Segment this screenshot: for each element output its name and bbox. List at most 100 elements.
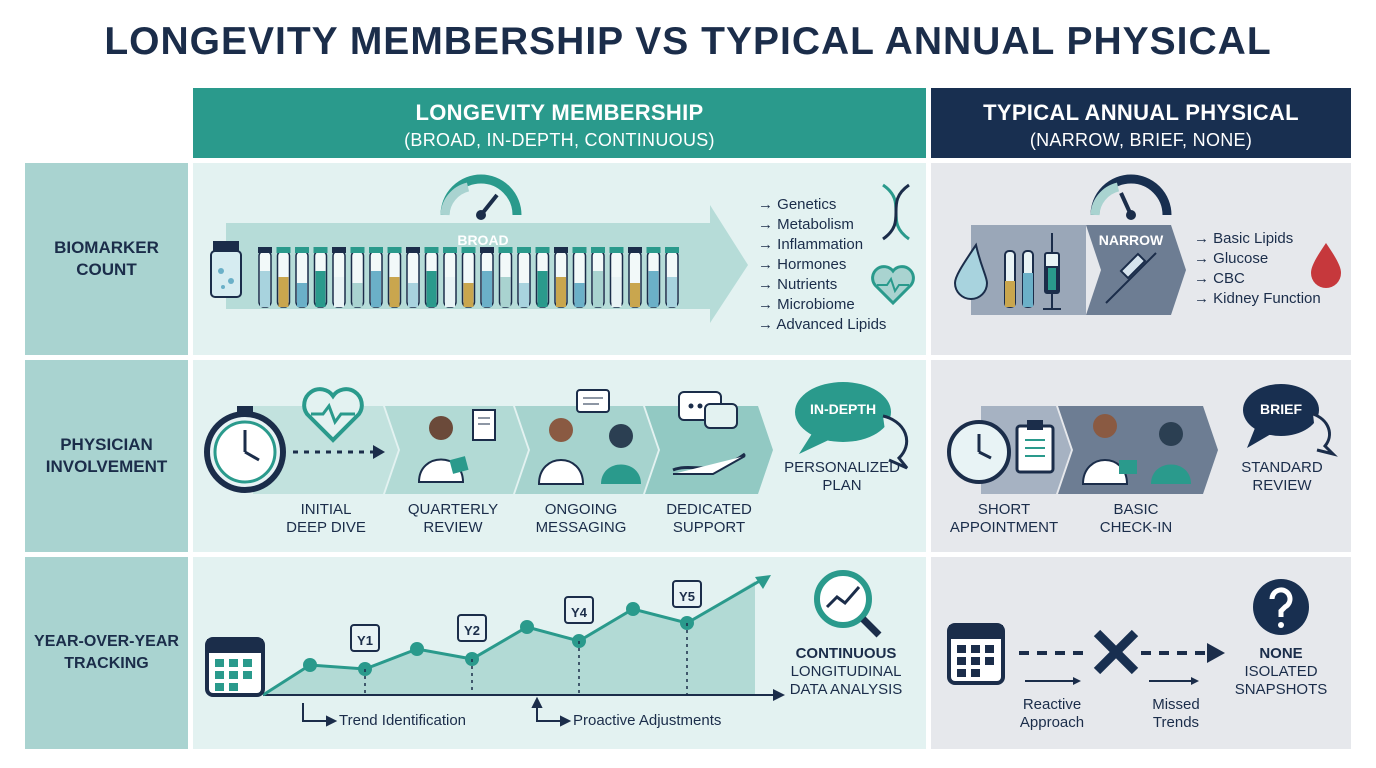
test-tube-icon [424,247,439,308]
syringe-icon [1043,233,1061,310]
test-tube-icon [480,247,494,308]
list-item: Glucose [1194,249,1321,269]
list-item: Inflammation [758,235,886,255]
physician-typical-graphic [947,384,1338,494]
test-tube-icon [517,247,531,308]
list-item: Kidney Function [1194,289,1321,309]
narrow-badge: NARROW [1098,232,1164,248]
test-tube-icon [498,247,513,308]
test-tube-icon [276,247,291,308]
test-tube-icon [406,247,420,308]
speech-bubble-icon [1243,384,1338,457]
column-subtitle: (NARROW, BRIEF, NONE) [1029,130,1253,150]
biomarker-list-longevity: Genetics Metabolism Inflammation Hormone… [758,195,886,335]
column-title: LONGEVITY MEMBERSHIP [415,100,704,125]
biomarker-list-typical: Basic Lipids Glucose CBC Kidney Function [1194,229,1321,309]
biomarker-typical-cell: NARROW Basic Lipids Glucose CBC Kidney F… [931,163,1351,355]
clock-icon [947,420,1011,484]
test-tube-icon [258,247,272,308]
column-title: TYPICAL ANNUAL PHYSICAL [983,100,1299,125]
in-depth-badge: IN-DEPTH [809,401,877,417]
list-item: Nutrients [758,275,886,295]
year-label: Y1 [357,633,373,648]
no-tracking-graphic [947,579,1309,685]
clipboard-icon [1015,420,1055,474]
test-tube-icon [646,247,661,308]
brief-badge: BRIEF [1260,401,1302,417]
speech-bubble-icon [795,382,909,470]
heart-icon [302,387,364,443]
list-item: Hormones [758,255,886,275]
step-label: DEDICATED SUPPORT [666,501,752,536]
list-item: Advanced Lipids [758,315,886,335]
test-tube-icon [591,247,605,308]
dna-icon [882,183,910,241]
test-tube-icon [295,247,309,308]
row-label-physician: PHYSICIAN INVOLVEMENT [25,360,188,552]
test-tube-icon [369,247,383,308]
doctor-patient-icon [537,389,641,485]
calendar-icon [205,637,265,697]
column-subtitle: (BROAD, IN-DEPTH, CONTINUOUS) [404,130,715,150]
chat-support-icon [672,391,746,475]
magnifier-trend-icon [814,570,882,638]
x-mark-icon [1093,629,1139,675]
standard-review-label: STANDARD REVIEW [1241,459,1323,494]
missed-note: Missed Trends [1152,696,1200,731]
trend-note: Trend Identification [339,712,467,729]
test-tube-icon [332,247,346,308]
column-header-typical: TYPICAL ANNUAL PHYSICAL (NARROW, BRIEF, … [931,88,1351,158]
row-label-biomarker: BIOMARKER COUNT [25,163,188,355]
physician-journey-graphic [204,382,909,494]
year-calendar-markers [350,580,702,652]
test-tube-icon [628,247,642,308]
list-item: Metabolism [758,215,886,235]
test-tube-icon [350,247,365,308]
tracking-typical-cell: Reactive Approach Missed Trends NONE ISO… [931,557,1351,749]
test-tube-icon [572,247,587,308]
test-tube-icon [443,247,457,308]
physician-longevity-cell: IN-DEPTH PERSONALIZED PLAN INITIAL DEEP … [193,360,926,552]
gauge-icon [1090,174,1172,220]
list-item: Microbiome [758,295,886,315]
step-label: QUARTERLY REVIEW [407,501,499,536]
tracking-longevity-cell: Y1 Y2 Y4 Y5 Trend Identification Proacti… [193,557,926,749]
page-title: LONGEVITY MEMBERSHIP VS TYPICAL ANNUAL P… [104,20,1272,63]
trend-note: Proactive Adjustments [573,712,722,729]
test-tube-icon [609,247,624,308]
year-label: Y5 [679,589,695,604]
step-label: SHORT APPOINTMENT [949,501,1059,536]
broad-badge: BROAD [457,232,509,248]
column-header-longevity: LONGEVITY MEMBERSHIP (BROAD, IN-DEPTH, C… [193,88,926,158]
biomarker-longevity-cell: BROAD Genetics Metabolism Inflammation H… [193,163,926,355]
doctor-icon [417,409,496,483]
step-label: BASIC CHECK-IN [1099,501,1173,536]
list-item: Basic Lipids [1194,229,1321,249]
sample-jar-icon [210,241,242,298]
step-label: INITIAL DEEP DIVE [286,501,366,536]
row-label-tracking: YEAR-OVER-YEAR TRACKING [25,557,188,749]
continuous-label: CONTINUOUS [795,645,897,662]
broad-arrow-graphic [210,174,915,323]
doctor-patient-icon [1081,414,1191,485]
syringe-icon [1105,252,1157,304]
reactive-note: Reactive Approach [1019,696,1085,731]
test-tube-icon [313,247,328,308]
test-tube-icon [665,247,679,308]
step-label: ONGOING MESSAGING [535,501,627,536]
year-label: Y4 [571,605,587,620]
gauge-icon [440,174,522,220]
list-item: Genetics [758,195,886,215]
test-tube-icon [535,247,550,308]
isolated-snapshots-label: ISOLATED SNAPSHOTS [1234,663,1328,698]
physician-typical-cell: BRIEF STANDARD REVIEW SHORT APPOINTMENT … [931,360,1351,552]
test-tubes-icon [1004,250,1034,308]
longitudinal-label: LONGITUDINAL DATA ANALYSIS [789,663,903,698]
test-tube-icon [461,247,476,308]
year-label: Y2 [464,623,480,638]
none-label: NONE [1259,645,1303,662]
water-drop-icon [953,242,989,300]
question-icon [1253,579,1309,635]
test-tube-icon [554,247,568,308]
personalized-plan-label: PERSONALIZED PLAN [784,459,900,494]
